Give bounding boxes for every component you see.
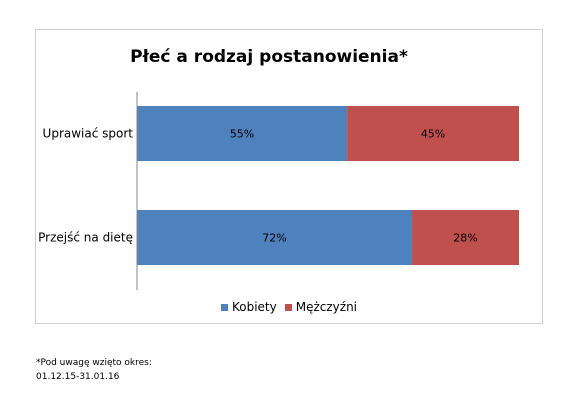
legend-item-mezczyzni: Mężczyźni [284,300,358,314]
plot-layer: 55% 45% Uprawiać sport 72% 28% Przejść na die… [38,92,519,290]
footnote-line-1: *Pod uwagę wzięto okres: [36,358,152,368]
data-label-0-0: 55% [230,128,254,141]
legend-item-kobiety: Kobiety [220,300,277,314]
legend-label-kobiety: Kobiety [231,300,277,314]
legend: Kobiety Mężczyźni [35,300,543,314]
data-label-1-1: 28% [453,232,477,245]
legend-label-mezczyzni: Mężczyźni [295,300,358,314]
legend-swatch-kobiety [220,303,228,311]
category-label-1: Przejść na dietę [38,231,133,245]
bar-0-0 [137,106,348,161]
data-label-0-1: 45% [421,128,445,141]
bar-1-1 [412,210,519,265]
chart-frame [35,29,543,324]
bar-1-0 [137,210,413,265]
category-label-0: Uprawiać sport [43,127,134,141]
legend-swatch-mezczyzni [284,303,292,311]
data-label-1-0: 72% [262,232,286,245]
footnote-line-2: 01.12.15-31.01.16 [36,372,120,382]
footnote: *Pod uwagę wzięto okres: 01.12.15-31.01.… [36,356,152,384]
chart-title: Płeć a rodzaj postanowienia* [130,47,408,67]
bar-0-1 [347,106,519,161]
